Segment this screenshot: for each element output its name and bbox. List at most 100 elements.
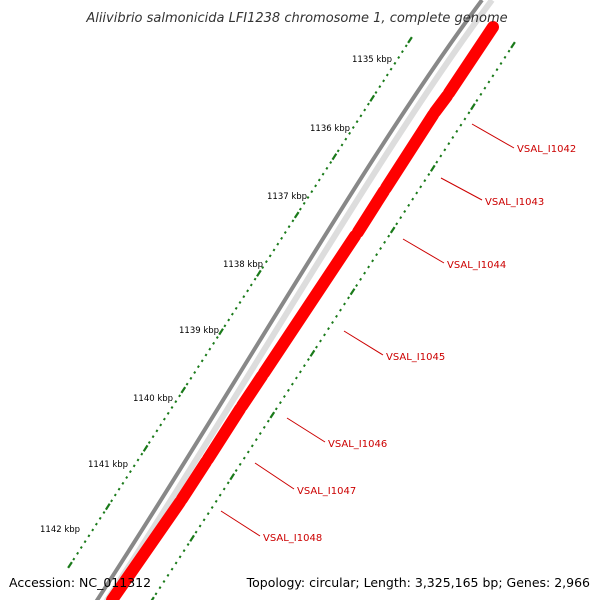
inner-minor-tick (379, 247, 383, 250)
inner-minor-tick (319, 339, 322, 343)
outer-major-tick (142, 444, 149, 452)
outer-minor-tick (174, 400, 178, 404)
gene-label: VSAL_I1046 (328, 439, 387, 450)
gene-arrow (380, 109, 439, 194)
inner-minor-tick (483, 86, 487, 90)
inner-minor-tick (371, 259, 375, 263)
outer-minor-tick (310, 190, 314, 194)
outer-minor-tick (140, 452, 144, 456)
inner-minor-tick (427, 173, 431, 176)
outer-minor-tick (215, 336, 219, 339)
outer-minor-tick (212, 341, 216, 345)
inner-minor-tick (335, 314, 338, 318)
outer-minor-tick (321, 172, 325, 176)
outer-minor-tick (268, 254, 272, 258)
inner-minor-tick (246, 450, 250, 454)
inner-minor-tick (347, 296, 350, 300)
outer-minor-tick (125, 476, 129, 479)
outer-major-tick (104, 503, 111, 511)
gene-label: VSAL_I1042 (517, 144, 576, 155)
inner-minor-tick (202, 518, 206, 522)
outer-minor-tick (283, 231, 287, 234)
outer-minor-tick (264, 260, 268, 264)
inner-minor-tick (302, 364, 306, 368)
outer-major-tick (369, 94, 376, 102)
scale-labels: 1135 kbp 1136 kbp 1137 kbp 1138 kbp 1139 kbp… (40, 55, 392, 535)
outer-minor-tick (302, 201, 306, 205)
gene-leader-line (286, 417, 326, 443)
outer-minor-tick (83, 540, 87, 544)
backbone-shadow (103, 0, 495, 600)
outer-minor-tick (102, 511, 106, 514)
gene-track (106, 21, 499, 600)
inner-minor-tick (206, 512, 210, 516)
outer-minor-tick (147, 441, 151, 444)
inner-minor-tick (387, 234, 391, 238)
inner-minor-tick (435, 160, 439, 164)
inner-minor-tick (214, 499, 218, 503)
inner-minor-tick (359, 277, 363, 281)
inner-minor-tick (234, 469, 238, 472)
outer-minor-tick (291, 219, 295, 223)
outer-minor-tick (366, 102, 370, 106)
inner-minor-tick (367, 265, 371, 269)
inner-minor-tick (194, 530, 198, 534)
outer-minor-tick (325, 166, 329, 170)
gene-arrow (429, 90, 453, 118)
outer-minor-tick (400, 50, 404, 54)
inner-minor-tick (355, 284, 359, 287)
inner-major-tick (470, 103, 476, 111)
outer-tick-marks (67, 36, 413, 569)
inner-minor-tick (475, 99, 479, 102)
inner-minor-tick (262, 425, 266, 429)
topology-summary: Topology: circular; Length: 3,325,165 bp… (246, 575, 590, 590)
inner-minor-tick (306, 358, 310, 361)
inner-minor-tick (499, 62, 503, 65)
inner-minor-tick (182, 549, 186, 553)
outer-minor-tick (91, 528, 95, 532)
outer-minor-tick (276, 242, 280, 246)
inner-minor-tick (282, 395, 286, 398)
inner-major-tick (150, 596, 155, 600)
inner-minor-tick (158, 586, 162, 590)
inner-major-tick (429, 164, 436, 172)
gene-arrow (443, 21, 499, 99)
outer-major-tick (218, 328, 224, 336)
outer-minor-tick (170, 406, 174, 409)
outer-minor-tick (374, 91, 378, 94)
outer-minor-tick (329, 161, 333, 164)
outer-minor-tick (385, 73, 389, 77)
gene-label: VSAL_I1048 (263, 533, 322, 544)
scale-label: 1136 kbp (310, 124, 350, 134)
inner-minor-tick (174, 561, 178, 565)
inner-minor-tick (447, 142, 451, 146)
inner-minor-tick (218, 493, 222, 497)
gene-arrow (176, 456, 212, 505)
inner-minor-tick (507, 49, 511, 53)
inner-minor-tick (331, 321, 334, 324)
inner-minor-tick (467, 111, 471, 115)
inner-minor-tick (491, 74, 495, 78)
outer-minor-tick (136, 458, 140, 462)
inner-minor-tick (495, 68, 499, 72)
outer-minor-tick (223, 324, 227, 328)
outer-minor-tick (121, 481, 125, 485)
outer-major-tick (293, 211, 300, 219)
scale-label: 1138 kbp (223, 260, 263, 270)
outer-minor-tick (389, 67, 393, 71)
backbone-line (94, 0, 484, 600)
outer-minor-tick (189, 376, 193, 380)
outer-minor-tick (230, 312, 234, 316)
inner-minor-tick (415, 191, 419, 195)
inner-major-tick (189, 534, 195, 542)
inner-minor-tick (339, 308, 342, 312)
outer-minor-tick (287, 225, 291, 229)
outer-minor-tick (234, 306, 238, 310)
inner-minor-tick (186, 543, 190, 546)
outer-minor-tick (242, 295, 246, 299)
scale-label: 1140 kbp (133, 394, 173, 404)
outer-minor-tick (94, 522, 98, 526)
inner-minor-tick (439, 154, 443, 158)
outer-minor-tick (204, 353, 208, 357)
outer-minor-tick (185, 382, 189, 386)
